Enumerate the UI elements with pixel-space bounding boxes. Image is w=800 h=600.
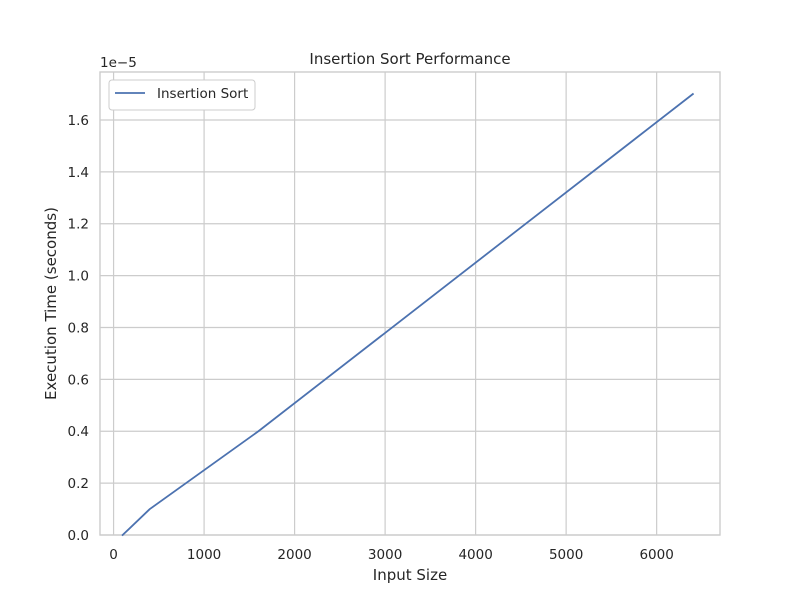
y-tick-label: 1.0: [68, 269, 89, 285]
y-axis-offset-label: 1e−5: [100, 55, 137, 71]
y-tick-label: 1.2: [68, 217, 89, 233]
x-tick-label: 6000: [639, 547, 673, 563]
x-tick-label: 2000: [277, 547, 311, 563]
x-tick-label: 0: [109, 547, 118, 563]
y-tick-label: 0.6: [68, 372, 89, 388]
y-tick-label: 0.0: [68, 528, 89, 544]
y-tick-label: 0.4: [68, 424, 89, 440]
x-axis-label: Input Size: [373, 566, 447, 584]
legend-box: [108, 79, 256, 111]
x-tick-label: 4000: [458, 547, 492, 563]
y-tick-label: 1.6: [68, 113, 89, 129]
series-layer: [121, 92, 695, 537]
grid: [100, 72, 720, 536]
legend-entry-insertion-sort: Insertion Sort: [157, 86, 248, 102]
y-axis-label: Execution Time (seconds): [42, 207, 60, 400]
chart-title: Insertion Sort Performance: [309, 50, 510, 68]
x-tick-label: 3000: [368, 547, 402, 563]
x-tick-label: 1000: [187, 547, 221, 563]
legend: Insertion Sort: [108, 79, 256, 111]
ticks-layer: 0 1000 2000 3000 4000 5000 6000 0.0 0.2 0.4 0.6 0.8…: [68, 113, 674, 563]
plot-frame: [99, 71, 721, 536]
y-tick-label: 1.4: [68, 165, 89, 181]
series-line-insertion-sort: [121, 92, 695, 537]
x-tick-label: 5000: [549, 547, 583, 563]
y-tick-label: 0.8: [68, 320, 89, 336]
y-tick-label: 0.2: [68, 476, 89, 492]
